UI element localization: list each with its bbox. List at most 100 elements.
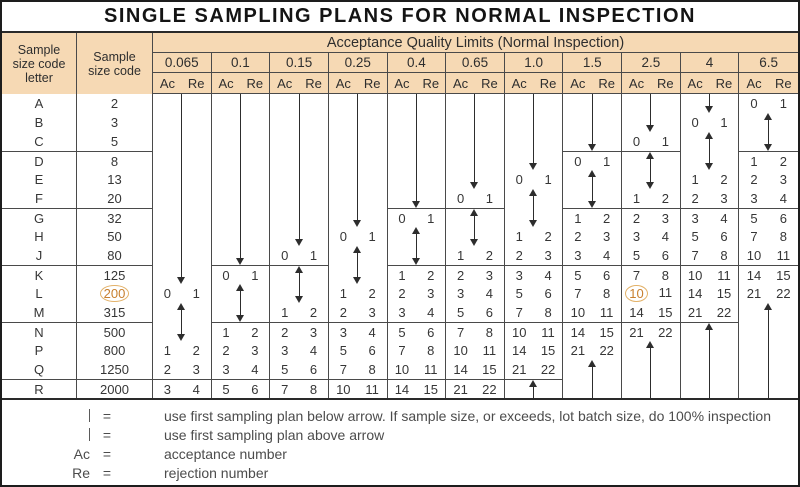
ac-value: 5: [515, 286, 523, 301]
down-arrow-symbol: [2, 409, 90, 422]
re-value: 15: [540, 343, 556, 358]
row-size-E: 13: [77, 170, 153, 189]
up-arrow-icon: [764, 303, 773, 310]
ac-value: 2: [398, 286, 406, 301]
ac-label: Ac: [453, 75, 469, 91]
arrow-shaft: [474, 94, 476, 113]
re-value: 3: [251, 343, 259, 358]
ac-re-values: 14 15: [505, 343, 563, 358]
plan-cell-G-0.65: [446, 208, 505, 227]
ac-value: 14: [511, 343, 527, 358]
down-arrow-icon: [88, 409, 90, 422]
down-arrow-icon: [353, 220, 362, 227]
plan-cell-B-6.5: [739, 113, 798, 132]
re-value: 2: [720, 172, 728, 187]
up-arrow-icon: [529, 189, 538, 196]
ac-label: Ac: [394, 75, 410, 91]
re-value: 22: [716, 305, 732, 320]
plan-cell-G-0.15: [270, 208, 329, 227]
row-letter-E: E: [2, 170, 77, 189]
arrow-shaft: [474, 216, 476, 227]
plan-cell-A-2.5: [622, 94, 681, 113]
up-arrow-symbol: [2, 428, 90, 441]
re-value: 3: [485, 267, 494, 283]
row-letter-P: P: [2, 341, 77, 360]
ac-value: 7: [339, 362, 347, 377]
aql-header-6.5: 6.5: [739, 53, 798, 73]
plan-cell-P-4: [680, 341, 740, 360]
col-header-sample-size-code-letter: Sample size code letter: [2, 33, 77, 94]
ac-value: 10: [622, 285, 651, 302]
re-value: 15: [599, 324, 614, 340]
re-value: 11: [776, 248, 791, 263]
plan-cell-N-1.5: 14 15: [563, 322, 623, 341]
ac-value: 10: [570, 305, 586, 320]
plan-cell-A-0.065: [153, 94, 212, 113]
row-size-H: 50: [77, 227, 153, 246]
re-value: 2: [427, 267, 435, 283]
ac-value: 7: [750, 229, 758, 244]
re-value: 8: [427, 343, 435, 358]
plan-cell-R-6.5: [739, 379, 798, 398]
arrow-shaft: [533, 132, 535, 151]
re-value: 3: [544, 248, 552, 263]
legend-row: = use first sampling plan above arrow: [2, 425, 798, 444]
re-value: 8: [368, 362, 376, 377]
arrow-shaft: [181, 132, 183, 151]
plan-cell-C-0.4: [387, 132, 447, 151]
ac-value: 0: [339, 229, 347, 244]
re-value: 4: [368, 324, 376, 340]
re-value: 2: [544, 229, 552, 244]
ac-re-values: 10 11: [681, 268, 739, 283]
plan-cell-B-0.25: [328, 113, 388, 132]
equals-sign: =: [102, 445, 112, 462]
re-value: 4: [603, 248, 611, 263]
aql-header-1.5: 1.5: [563, 53, 623, 73]
ac-label: Ac: [570, 75, 586, 91]
ac-value: 14: [570, 324, 586, 340]
plan-cell-B-0.15: [270, 113, 329, 132]
plan-cell-R-1.0: [504, 379, 564, 398]
plan-cell-H-0.15: [270, 227, 329, 246]
re-value: 2: [309, 305, 318, 320]
re-value: 3: [309, 324, 318, 340]
re-value: 15: [658, 305, 673, 320]
plan-cell-H-0.4: [387, 227, 447, 246]
arrow-shaft: [591, 367, 593, 379]
plan-cell-Q-6.5: [739, 360, 798, 379]
arrow-shaft: [415, 151, 417, 170]
plan-cell-E-1.5: [563, 170, 623, 189]
ac-value: 10: [511, 324, 527, 340]
arrow-shaft: [533, 196, 535, 208]
plan-cell-B-1.0: [504, 113, 564, 132]
ac-value: 5: [750, 210, 758, 226]
re-value: 1: [779, 96, 787, 111]
row-letter-K: K: [2, 265, 77, 284]
up-arrow-icon: [646, 152, 655, 159]
plan-cell-A-0.65: [446, 94, 505, 113]
aql-header-0.1: 0.1: [211, 53, 271, 73]
re-value: 6: [368, 343, 376, 358]
plan-cell-C-0.65: [446, 132, 505, 151]
